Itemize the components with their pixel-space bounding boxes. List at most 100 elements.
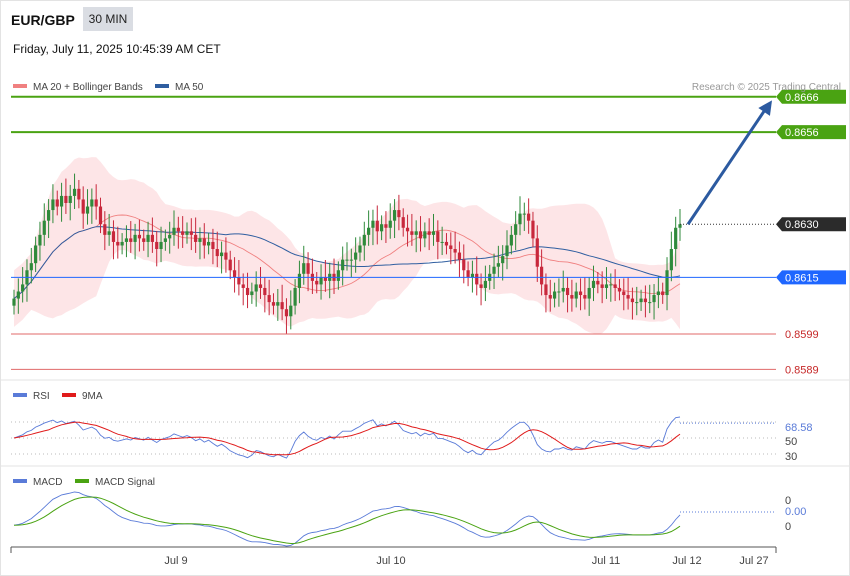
candle: [557, 291, 561, 293]
candle: [241, 284, 245, 288]
candle: [635, 302, 639, 304]
candle: [77, 188, 81, 200]
candle: [418, 231, 423, 239]
candle: [440, 241, 444, 243]
macd-signal-line: [13, 496, 681, 545]
macd-tick-label: 0: [785, 521, 791, 533]
candle: [284, 309, 289, 317]
legend-swatch-rsi: [13, 393, 27, 397]
candle: [263, 287, 267, 296]
candle: [475, 273, 479, 285]
candle: [168, 234, 172, 239]
candle: [379, 224, 384, 232]
x-tick-label: Jul 11: [592, 555, 621, 567]
candle: [103, 224, 107, 235]
candle: [531, 220, 535, 239]
candle: [232, 270, 237, 278]
candle: [81, 199, 85, 214]
candle: [64, 195, 68, 203]
candle: [302, 263, 306, 274]
candle: [652, 295, 656, 303]
candle: [392, 210, 397, 221]
candle: [323, 277, 327, 281]
legend-label-macd: MACD: [33, 477, 62, 488]
candle: [431, 231, 436, 235]
legend-label-ma20: MA 20 + Bollinger Bands: [33, 82, 143, 93]
candle: [492, 266, 496, 274]
candle: [496, 263, 500, 267]
candle: [462, 259, 466, 271]
forecast-arrow: [686, 107, 768, 226]
pivot-label: 0.8615: [785, 272, 819, 284]
candle: [358, 245, 362, 253]
candle: [436, 231, 440, 242]
x-tick-label: Jul 27: [739, 555, 768, 567]
candle: [228, 259, 232, 271]
candle: [483, 280, 487, 288]
candle: [630, 298, 635, 303]
candle: [254, 284, 258, 292]
candle: [111, 231, 116, 242]
candle: [397, 210, 401, 218]
bollinger-band: [14, 157, 680, 334]
candle: [21, 284, 25, 292]
candle: [401, 217, 405, 228]
macd-tick-label: 0: [785, 495, 791, 507]
current-price-tag: [776, 217, 846, 232]
candle: [384, 224, 388, 228]
candle: [51, 199, 55, 211]
candle: [306, 263, 310, 274]
rsi-tick-label: 50: [785, 436, 797, 448]
candle: [297, 273, 302, 288]
candle: [150, 234, 154, 242]
candle: [219, 252, 224, 257]
candle: [514, 224, 518, 235]
candle: [466, 270, 470, 278]
datetime-label: Friday, July 11, 2025 10:45:39 AM CET: [13, 42, 221, 56]
candle: [194, 234, 198, 242]
candle: [457, 252, 462, 260]
resistance-tag: [776, 125, 846, 140]
legend-label-rsi-ma: 9MA: [82, 391, 103, 402]
candle: [423, 231, 427, 239]
candle: [215, 249, 219, 257]
candle: [336, 270, 340, 281]
candle: [116, 241, 120, 246]
ma20-line: [13, 214, 681, 299]
candle: [98, 206, 103, 225]
symbol-label: EUR/GBP: [11, 12, 75, 28]
candle: [678, 224, 682, 228]
candle: [552, 291, 557, 299]
candle: [410, 231, 414, 235]
candle: [189, 231, 193, 235]
candle: [34, 245, 38, 264]
candle: [661, 291, 665, 296]
resistance-label: 0.8656: [785, 127, 819, 139]
legend-swatch-ma50: [155, 84, 169, 88]
rsi-tick-label: 30: [785, 451, 797, 463]
candle: [540, 266, 544, 285]
candle: [414, 231, 418, 235]
candle: [349, 259, 353, 261]
candle: [107, 231, 111, 235]
candle: [280, 302, 284, 310]
candle: [341, 259, 345, 271]
rsi-last-label: 68.58: [785, 422, 813, 434]
candle: [574, 291, 578, 299]
candle: [501, 256, 505, 264]
candle: [176, 227, 180, 232]
candle: [90, 199, 94, 207]
macd-last-label: 0.00: [785, 506, 806, 518]
candle: [674, 227, 678, 250]
timeframe-button[interactable]: 30 MIN: [83, 7, 133, 31]
candle: [59, 195, 64, 207]
candle: [626, 295, 630, 299]
candle: [224, 252, 228, 260]
candle: [470, 273, 475, 278]
candle: [604, 284, 609, 288]
candle: [639, 298, 643, 303]
credit-label: Research © 2025 Trading Central: [692, 82, 841, 93]
candle: [250, 291, 254, 296]
candle: [207, 241, 211, 246]
candle: [137, 234, 142, 239]
